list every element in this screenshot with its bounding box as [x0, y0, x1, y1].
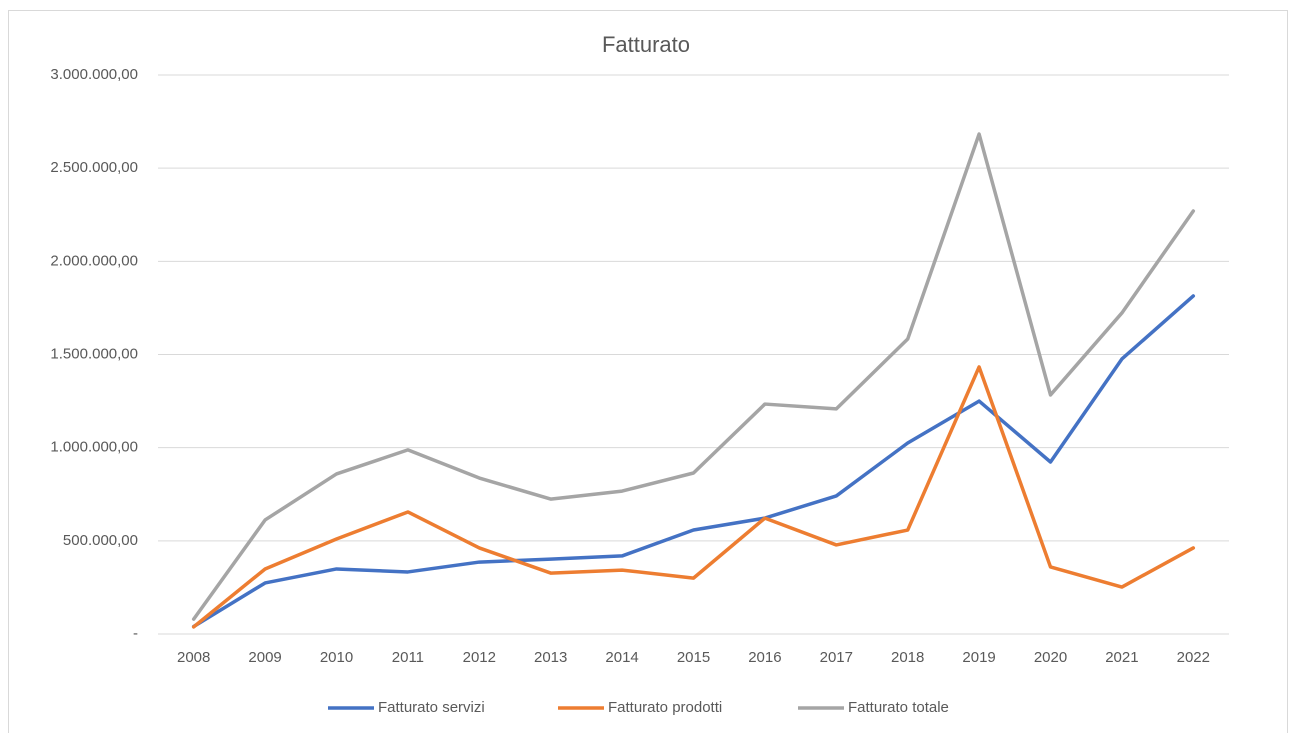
y-tick-label: 2.000.000,00 — [50, 252, 138, 269]
y-tick-label: 1.000.000,00 — [50, 439, 138, 456]
x-tick-label: 2018 — [891, 649, 924, 666]
x-tick-label: 2014 — [605, 649, 638, 666]
x-tick-label: 2008 — [177, 649, 210, 666]
chart-frame — [8, 10, 1288, 733]
series-line — [191, 365, 1196, 629]
x-tick-label: 2010 — [320, 649, 353, 666]
x-tick-label: 2013 — [534, 649, 567, 666]
y-tick-label: 2.500.000,00 — [50, 159, 138, 176]
y-tick-label: 500.000,00 — [63, 532, 138, 549]
x-tick-label: 2021 — [1105, 649, 1138, 666]
x-tick-label: 2022 — [1177, 649, 1210, 666]
x-tick-label: 2015 — [677, 649, 710, 666]
legend-label: Fatturato prodotti — [608, 699, 722, 716]
y-tick-label: - — [133, 625, 138, 642]
legend-label: Fatturato servizi — [378, 699, 485, 716]
legend-label: Fatturato totale — [848, 699, 949, 716]
series-line — [191, 294, 1196, 629]
series-line — [191, 132, 1196, 621]
chart-title: Fatturato — [602, 32, 690, 57]
x-tick-label: 2017 — [820, 649, 853, 666]
x-tick-label: 2020 — [1034, 649, 1067, 666]
x-tick-label: 2019 — [962, 649, 995, 666]
x-tick-label: 2011 — [392, 649, 424, 666]
x-tick-label: 2016 — [748, 649, 781, 666]
x-tick-label: 2009 — [248, 649, 281, 666]
y-tick-label: 3.000.000,00 — [50, 66, 138, 83]
x-tick-label: 2012 — [463, 649, 496, 666]
y-tick-label: 1.500.000,00 — [50, 345, 138, 362]
